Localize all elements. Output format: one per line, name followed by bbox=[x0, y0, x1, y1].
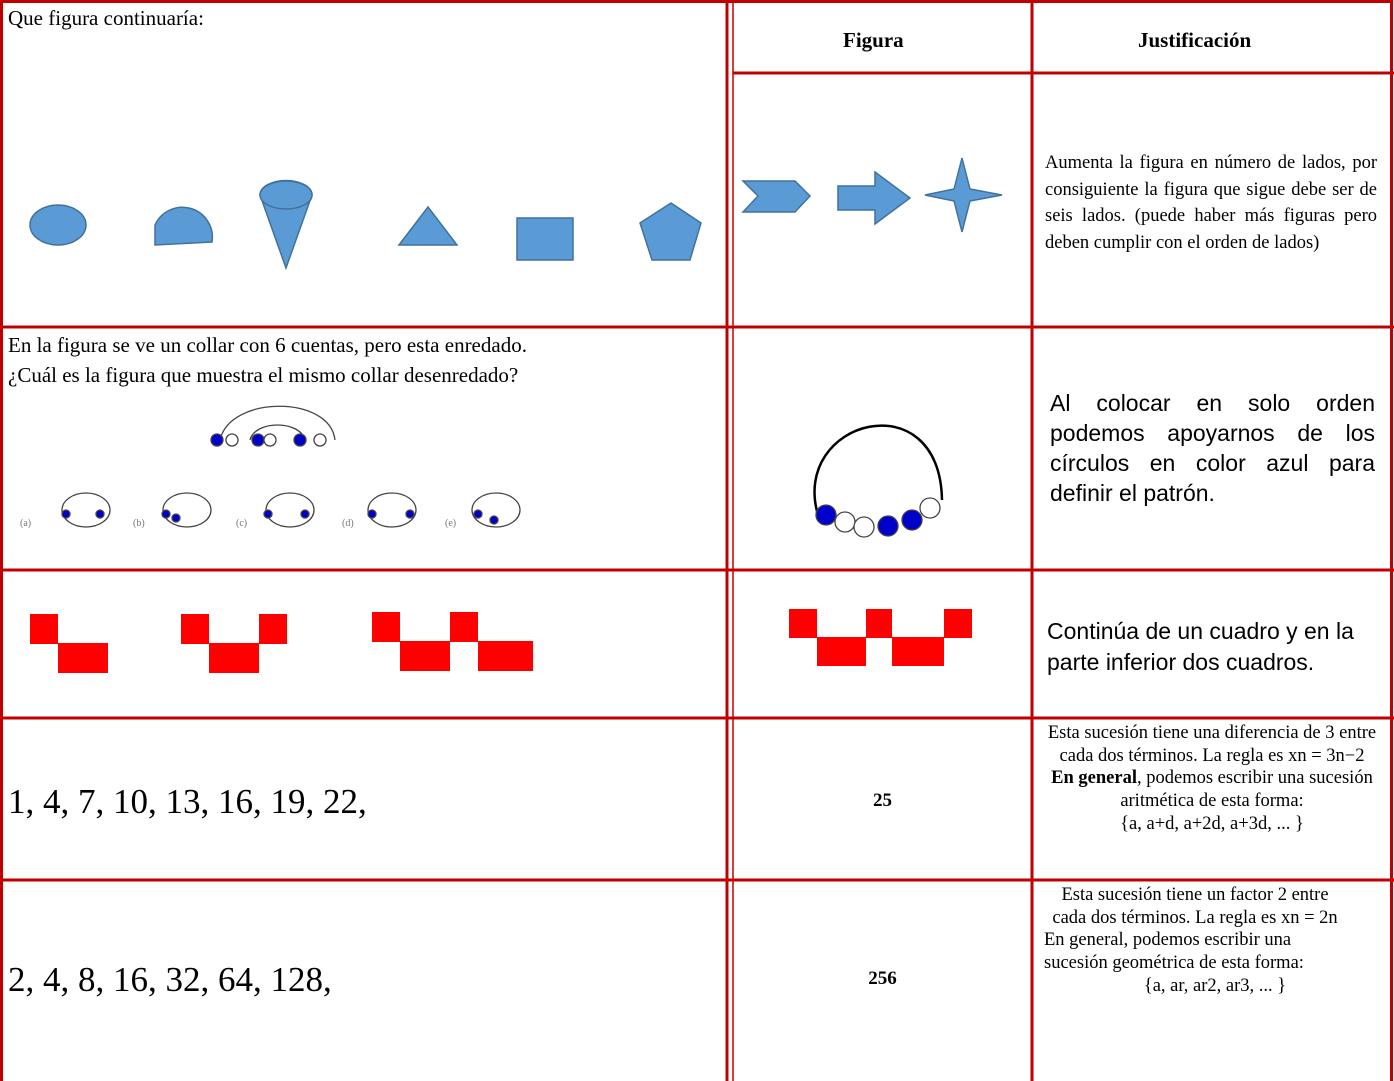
prompt: En la figura se ve un collar con 6 cuent… bbox=[8, 330, 527, 390]
justification: Aumenta la figura en número de lados, po… bbox=[1045, 153, 1377, 253]
square-patterns bbox=[30, 609, 972, 673]
header-justificacion: Justificación bbox=[1138, 28, 1252, 52]
justification-text: {a, a+d, a+2d, a+3d, ... } bbox=[1120, 813, 1304, 834]
justification-text: Esta sucesión tiene un factor 2 entre ca… bbox=[1052, 885, 1338, 928]
justification-text: Esta sucesión tiene una diferencia de 3 … bbox=[1047, 723, 1377, 766]
justification: Continúa de un cuadro y en la parte infe… bbox=[1047, 618, 1354, 675]
sequence: 1, 4, 7, 10, 13, 16, 19, 22, bbox=[8, 782, 367, 821]
option-label: (d) bbox=[342, 518, 354, 529]
option-label: (c) bbox=[236, 518, 248, 529]
answer: 256 bbox=[868, 968, 897, 989]
justification: Al colocar en solo orden podemos apoyarn… bbox=[1050, 390, 1375, 506]
prompt-line: En la figura se ve un collar con 6 cuent… bbox=[8, 333, 527, 357]
necklace-figures bbox=[61, 405, 944, 538]
option-label: (b) bbox=[133, 518, 145, 529]
justification: Esta sucesión tiene una diferencia de 3 … bbox=[1040, 722, 1384, 836]
prompt: Que figura continuaría: bbox=[8, 6, 204, 30]
shape-sequence bbox=[29, 157, 1003, 271]
option-label: (a) bbox=[20, 518, 32, 529]
justification: Esta sucesión tiene un factor 2 entre ca… bbox=[1044, 884, 1346, 998]
justification-text: , podemos escribir una sucesión aritméti… bbox=[1120, 768, 1373, 812]
sequence: 2, 4, 8, 16, 32, 64, 128, bbox=[8, 960, 332, 999]
justification-bold: En general bbox=[1051, 768, 1137, 789]
option-label: (e) bbox=[445, 518, 457, 529]
header-figura: Figura bbox=[843, 28, 904, 52]
answer: 25 bbox=[873, 790, 892, 811]
justification-text: {a, ar, ar2, ar3, ... } bbox=[1143, 975, 1287, 996]
justification-text: En general, podemos escribir una sucesió… bbox=[1044, 930, 1304, 974]
prompt-line: ¿Cuál es la figura que muestra el mismo … bbox=[8, 363, 519, 387]
